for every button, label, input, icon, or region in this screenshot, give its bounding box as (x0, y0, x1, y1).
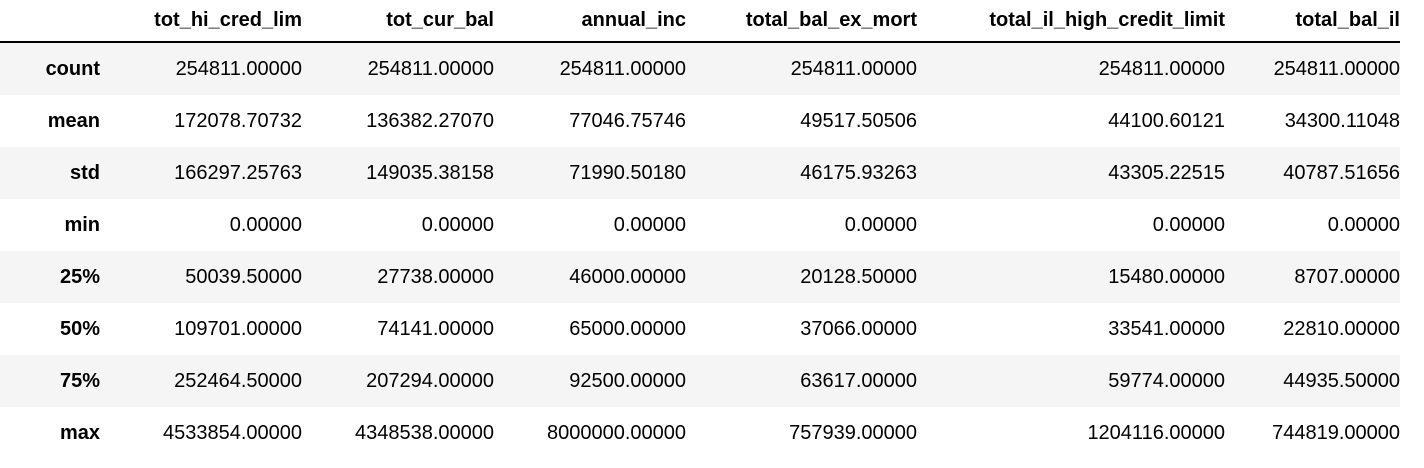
table-cell: 172078.70732 (174, 109, 302, 132)
table-row: 75% 252464.50000 207294.00000 92500.0000… (0, 355, 1400, 407)
row-label: 50% (59, 317, 100, 340)
table-cell: 44100.60121 (1108, 109, 1225, 132)
table-cell: 59774.00000 (1108, 369, 1225, 392)
table-cell: 46175.93263 (800, 161, 917, 184)
table-cell: 252464.50000 (174, 369, 302, 392)
table-cell: 22810.00000 (1283, 317, 1400, 340)
column-header: tot_cur_bal (302, 0, 494, 43)
table-cell: 65000.00000 (569, 317, 686, 340)
row-label: std (70, 161, 100, 184)
table-cell: 1204116.00000 (1087, 421, 1225, 444)
table-cell: 254811.00000 (175, 57, 302, 80)
table-cell: 0.00000 (1327, 213, 1400, 236)
table-cell: 254811.00000 (1273, 57, 1400, 80)
row-label: max (59, 421, 100, 444)
table-cell: 33541.00000 (1108, 317, 1225, 340)
table-cell: 71990.50180 (569, 161, 686, 184)
table-row: count 254811.00000 254811.00000 254811.0… (0, 42, 1400, 95)
table-header: tot_hi_cred_lim tot_cur_bal annual_inc t… (0, 0, 1400, 43)
column-header: total_il_high_credit_limit (917, 0, 1225, 43)
row-label: count (45, 57, 100, 80)
header-row: tot_hi_cred_lim tot_cur_bal annual_inc t… (0, 0, 1400, 43)
table-row: std 166297.25763 149035.38158 71990.5018… (0, 147, 1400, 199)
table-cell: 77046.75746 (569, 109, 686, 132)
table-cell: 74141.00000 (377, 317, 494, 340)
table-row: min 0.00000 0.00000 0.00000 0.00000 0.00… (0, 199, 1400, 251)
table-cell: 0.00000 (229, 213, 302, 236)
table-row: max 4533854.00000 4348538.00000 8000000.… (0, 407, 1400, 459)
table-cell: 166297.25763 (174, 161, 302, 184)
table-cell: 0.00000 (1152, 213, 1225, 236)
table-cell: 40787.51656 (1283, 161, 1400, 184)
table-cell: 46000.00000 (569, 265, 686, 288)
table-cell: 0.00000 (844, 213, 917, 236)
table-cell: 254811.00000 (367, 57, 494, 80)
table-cell: 744819.00000 (1272, 421, 1400, 444)
table-cell: 27738.00000 (377, 265, 494, 288)
column-header: total_bal_il (1225, 0, 1400, 43)
table-row: mean 172078.70732 136382.27070 77046.757… (0, 95, 1400, 147)
table-cell: 8707.00000 (1294, 265, 1400, 288)
table-cell: 149035.38158 (366, 161, 494, 184)
table-cell: 34300.11048 (1284, 109, 1400, 132)
row-label: 25% (59, 265, 100, 288)
table-cell: 44935.50000 (1283, 369, 1400, 392)
column-header: tot_hi_cred_lim (100, 0, 302, 43)
table-cell: 15480.00000 (1108, 265, 1225, 288)
table-cell: 254811.00000 (1098, 57, 1225, 80)
table-cell: 254811.00000 (790, 57, 917, 80)
table-cell: 50039.50000 (185, 265, 302, 288)
table-cell: 37066.00000 (800, 317, 917, 340)
table-cell: 8000000.00000 (546, 421, 686, 444)
table-cell: 20128.50000 (800, 265, 917, 288)
column-header: total_bal_ex_mort (686, 0, 917, 43)
column-header: annual_inc (494, 0, 686, 43)
table-body: count 254811.00000 254811.00000 254811.0… (0, 42, 1400, 459)
table-cell: 4533854.00000 (162, 421, 302, 444)
table-cell: 49517.50506 (800, 109, 917, 132)
table-cell: 136382.27070 (366, 109, 494, 132)
table-row: 25% 50039.50000 27738.00000 46000.00000 … (0, 251, 1400, 303)
row-label: min (64, 213, 100, 236)
table-cell: 43305.22515 (1108, 161, 1225, 184)
table-cell: 0.00000 (613, 213, 686, 236)
describe-table: tot_hi_cred_lim tot_cur_bal annual_inc t… (0, 0, 1400, 459)
table-cell: 92500.00000 (569, 369, 686, 392)
table-cell: 757939.00000 (789, 421, 917, 444)
table-row: 50% 109701.00000 74141.00000 65000.00000… (0, 303, 1400, 355)
table-cell: 0.00000 (421, 213, 494, 236)
index-header-cell (0, 0, 100, 43)
table-cell: 63617.00000 (800, 369, 917, 392)
row-label: 75% (59, 369, 100, 392)
table-cell: 254811.00000 (559, 57, 686, 80)
table-cell: 109701.00000 (174, 317, 302, 340)
row-label: mean (47, 109, 100, 132)
table-cell: 4348538.00000 (354, 421, 494, 444)
table-cell: 207294.00000 (366, 369, 494, 392)
